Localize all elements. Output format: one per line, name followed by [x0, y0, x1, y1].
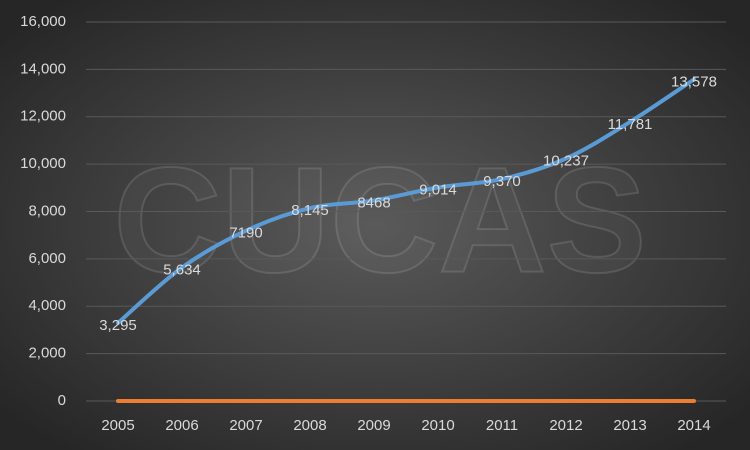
data-label: 5,634 [163, 262, 201, 279]
line [116, 77, 696, 325]
y-tick-label: 12,000 [20, 108, 66, 125]
x-tick-label: 2009 [357, 417, 390, 434]
data-label: 10,237 [543, 152, 589, 169]
data-label: 9,014 [419, 181, 457, 198]
x-tick-label: 2007 [229, 417, 262, 434]
y-tick-label: 4,000 [28, 297, 66, 314]
x-tick-label: 2010 [421, 417, 454, 434]
y-tick-label: 14,000 [20, 60, 66, 77]
y-tick-label: 0 [58, 392, 66, 409]
data-label: 8,145 [291, 202, 329, 219]
y-tick-label: 10,000 [20, 155, 66, 172]
x-tick-label: 2008 [293, 417, 326, 434]
data-label: 13,578 [671, 73, 717, 90]
x-tick-label: 2012 [549, 417, 582, 434]
x-tick-label: 2011 [486, 417, 518, 434]
data-label: 9,370 [483, 173, 521, 190]
y-tick-label: 16,000 [20, 13, 66, 30]
y-tick-label: 6,000 [28, 250, 66, 267]
x-tick-label: 2014 [677, 417, 710, 434]
data-label: 7190 [229, 225, 262, 242]
x-tick-label: 2013 [613, 417, 646, 434]
data-label: 8468 [357, 194, 390, 211]
data-label: 3,295 [99, 317, 137, 334]
y-tick-label: 8,000 [28, 202, 66, 219]
y-tick-label: 2,000 [28, 345, 66, 362]
x-tick-label: 2006 [165, 417, 198, 434]
x-tick-label: 2005 [101, 417, 134, 434]
data-label: 11,781 [608, 116, 653, 133]
